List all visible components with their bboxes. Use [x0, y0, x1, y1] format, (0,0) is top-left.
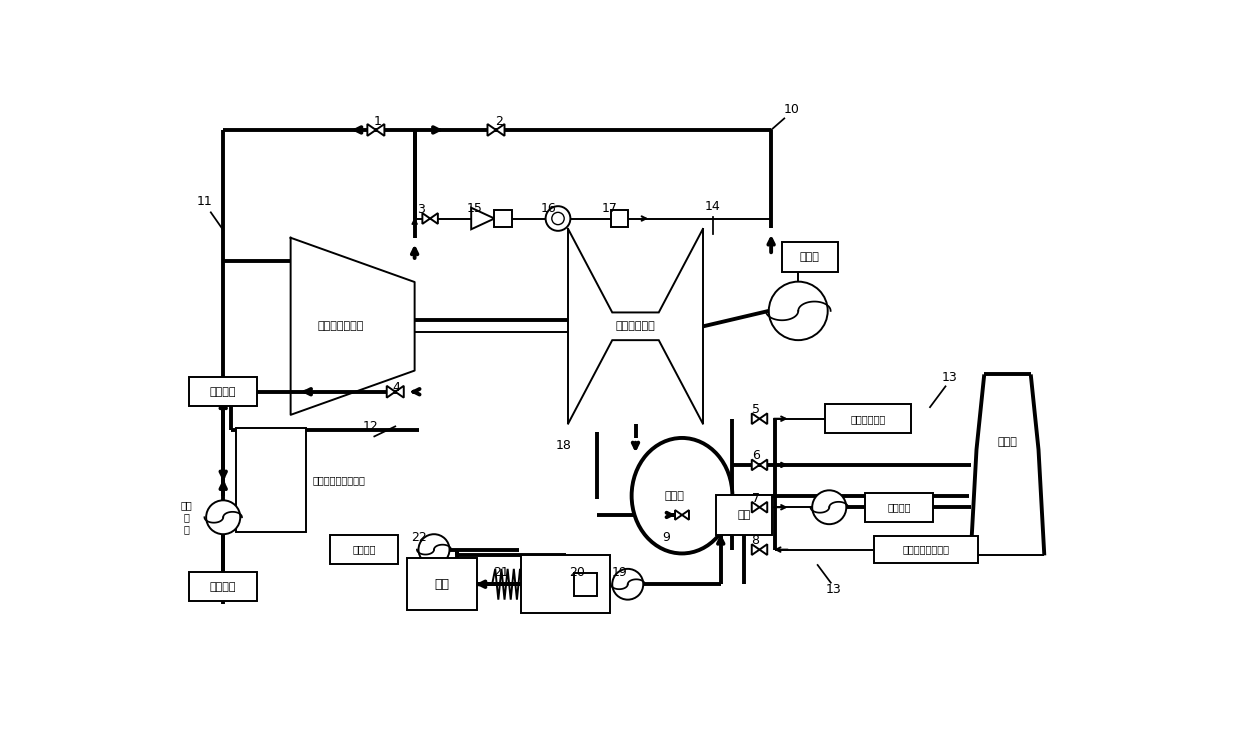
Text: 16: 16: [541, 202, 557, 215]
Polygon shape: [376, 124, 384, 136]
Polygon shape: [423, 213, 430, 224]
Text: 11: 11: [197, 195, 212, 208]
Text: 5: 5: [751, 403, 760, 416]
Circle shape: [812, 491, 846, 524]
Text: 14: 14: [706, 201, 720, 213]
Polygon shape: [487, 124, 496, 136]
Bar: [782, 242, 838, 272]
Circle shape: [419, 534, 449, 565]
Text: 循环
水
泵: 循环 水 泵: [180, 501, 192, 534]
Bar: [237, 429, 306, 532]
Text: 13: 13: [826, 583, 841, 596]
Text: 13: 13: [941, 371, 957, 384]
Polygon shape: [751, 544, 759, 555]
Text: 热网供水: 热网供水: [210, 387, 237, 396]
Bar: [826, 404, 910, 434]
Bar: [573, 573, 596, 596]
Text: 7: 7: [751, 491, 760, 504]
Text: 至临机冷水塔: 至临机冷水塔: [851, 414, 885, 423]
Bar: [874, 536, 978, 564]
Text: 4: 4: [392, 381, 401, 394]
Bar: [717, 495, 771, 535]
Text: 疏水母管: 疏水母管: [352, 545, 376, 555]
Text: 汽轮机高中压缸: 汽轮机高中压缸: [317, 321, 365, 331]
Bar: [611, 210, 627, 227]
Polygon shape: [759, 544, 768, 555]
Text: 10: 10: [784, 103, 800, 115]
Polygon shape: [751, 459, 759, 470]
Text: 热井: 热井: [738, 510, 750, 520]
Text: 22: 22: [410, 531, 427, 544]
Text: 汽轮机: 汽轮机: [800, 252, 820, 262]
Circle shape: [546, 206, 570, 231]
Text: 锅炉: 锅炉: [434, 577, 449, 591]
Bar: [866, 493, 934, 522]
Text: 3: 3: [417, 203, 425, 216]
Text: 2: 2: [495, 115, 503, 128]
Polygon shape: [682, 510, 689, 520]
Text: 15: 15: [467, 202, 484, 215]
Text: 12: 12: [362, 420, 378, 433]
Circle shape: [769, 282, 828, 340]
Polygon shape: [396, 386, 404, 398]
Bar: [330, 535, 398, 564]
Bar: [495, 210, 511, 227]
Circle shape: [206, 500, 241, 534]
Polygon shape: [759, 459, 768, 470]
Bar: [188, 377, 258, 407]
Circle shape: [613, 569, 644, 599]
Text: 热网回水: 热网回水: [210, 582, 237, 591]
Polygon shape: [290, 238, 414, 415]
Text: 18: 18: [556, 439, 572, 452]
Text: 8: 8: [751, 534, 760, 547]
Polygon shape: [430, 213, 438, 224]
Text: 冷水塔: 冷水塔: [997, 437, 1018, 447]
Polygon shape: [471, 208, 495, 229]
Text: 汽轮机低压缸: 汽轮机低压缸: [615, 321, 656, 331]
Text: 循环水泵: 循环水泵: [888, 502, 910, 512]
Polygon shape: [759, 502, 768, 512]
Ellipse shape: [631, 438, 733, 553]
Polygon shape: [751, 413, 759, 424]
Polygon shape: [675, 510, 682, 520]
Text: 1: 1: [373, 115, 382, 128]
Text: 凝汽器: 凝汽器: [665, 491, 684, 501]
Polygon shape: [367, 124, 376, 136]
Text: 20: 20: [569, 566, 585, 579]
Polygon shape: [759, 413, 768, 424]
Text: 21: 21: [494, 566, 510, 579]
Text: 供热首站热网加热器: 供热首站热网加热器: [312, 475, 366, 485]
Bar: [188, 572, 258, 602]
Text: 6: 6: [751, 449, 760, 462]
Polygon shape: [387, 386, 396, 398]
Polygon shape: [751, 502, 759, 512]
Polygon shape: [496, 124, 505, 136]
Bar: [521, 556, 610, 613]
Text: 临机循环水泵出口: 临机循环水泵出口: [903, 545, 950, 555]
Text: 17: 17: [601, 202, 618, 215]
Text: 9: 9: [662, 531, 671, 544]
Text: 19: 19: [613, 566, 627, 579]
Bar: [407, 558, 476, 610]
